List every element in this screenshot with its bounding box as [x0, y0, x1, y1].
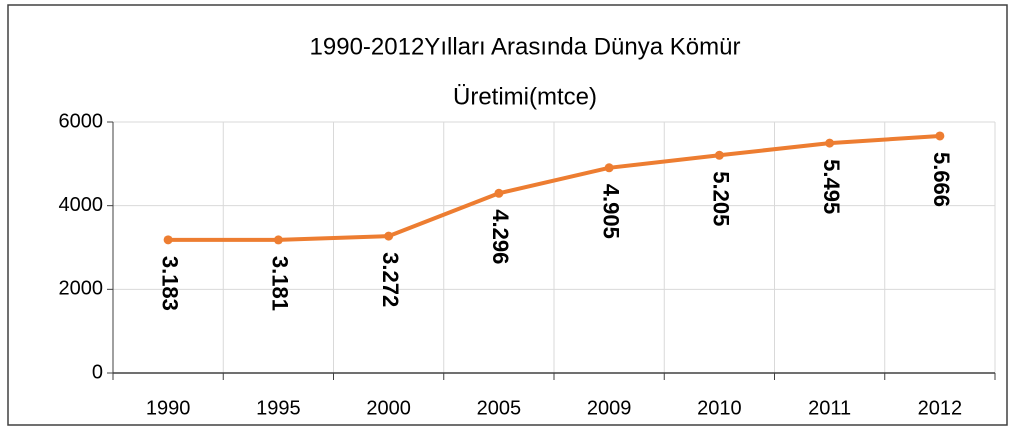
marker	[273, 235, 283, 245]
y-tick-label: 2000	[59, 278, 104, 300]
x-tick-label: 2011	[808, 397, 851, 419]
x-tick-label: 2005	[477, 397, 522, 419]
marker	[384, 231, 394, 241]
chart-border	[7, 4, 1008, 426]
data-label: 5.205	[709, 171, 734, 226]
y-tick-label: 4000	[59, 194, 104, 216]
x-tick-label: 2000	[366, 397, 411, 419]
x-tick-label: 2009	[587, 397, 632, 419]
data-label: 3.181	[268, 256, 293, 311]
x-tick-label: 2012	[918, 397, 963, 419]
chart-title: Üretimi(mtce)	[453, 83, 597, 110]
chart-title: 1990-2012Yılları Arasında Dünya Kömür	[310, 33, 741, 60]
y-tick-label: 6000	[59, 110, 104, 132]
x-tick-label: 1995	[256, 397, 301, 419]
y-tick-label: 0	[92, 361, 103, 383]
marker	[604, 163, 614, 173]
data-label: 5.495	[819, 159, 844, 214]
data-label: 3.183	[157, 256, 182, 311]
marker	[163, 235, 173, 245]
x-tick-label: 2010	[697, 397, 742, 419]
data-label: 4.905	[598, 184, 623, 239]
data-label: 5.666	[929, 152, 954, 207]
data-label: 4.296	[488, 209, 513, 264]
marker	[935, 131, 945, 141]
line	[168, 133, 941, 242]
data-label: 3.272	[378, 252, 403, 307]
marker	[494, 188, 504, 198]
marker	[714, 150, 724, 160]
marker	[825, 138, 835, 148]
x-tick-label: 1990	[146, 397, 191, 419]
